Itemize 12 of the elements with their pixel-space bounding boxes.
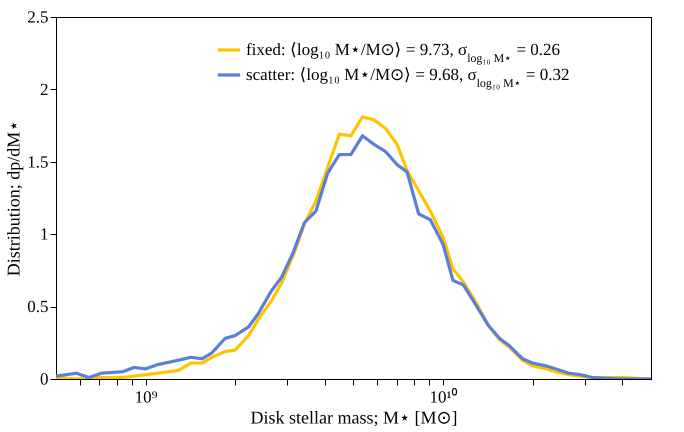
y-tick-label: 0 — [40, 370, 48, 388]
y-axis-title: Distribution; dp/dM⋆ — [3, 120, 24, 276]
x-tick-label: 10⁹ — [134, 388, 158, 406]
legend-label: fixed: ⟨log₁₀ M⋆/M⊙⟩ = 9.73, σ$_{log₁₀ M⋆}$ = 0.26 — [246, 40, 560, 65]
legend-label: scatter: ⟨log₁₀ M⋆/M⊙⟩ = 9.68, σ$_{log₁₀ M⋆}$ = 0.32 — [246, 65, 570, 90]
y-tick-label: 1.5 — [27, 152, 48, 172]
y-tick-label: 0.5 — [27, 297, 48, 316]
y-tick-label: 2.5 — [27, 8, 48, 26]
x-tick-label: 10¹⁰ — [430, 388, 458, 406]
x-axis-title: Disk stellar mass; M⋆ [M⊙] — [250, 408, 458, 428]
y-tick-label: 1 — [40, 224, 48, 244]
y-tick-label: 2 — [40, 80, 48, 99]
